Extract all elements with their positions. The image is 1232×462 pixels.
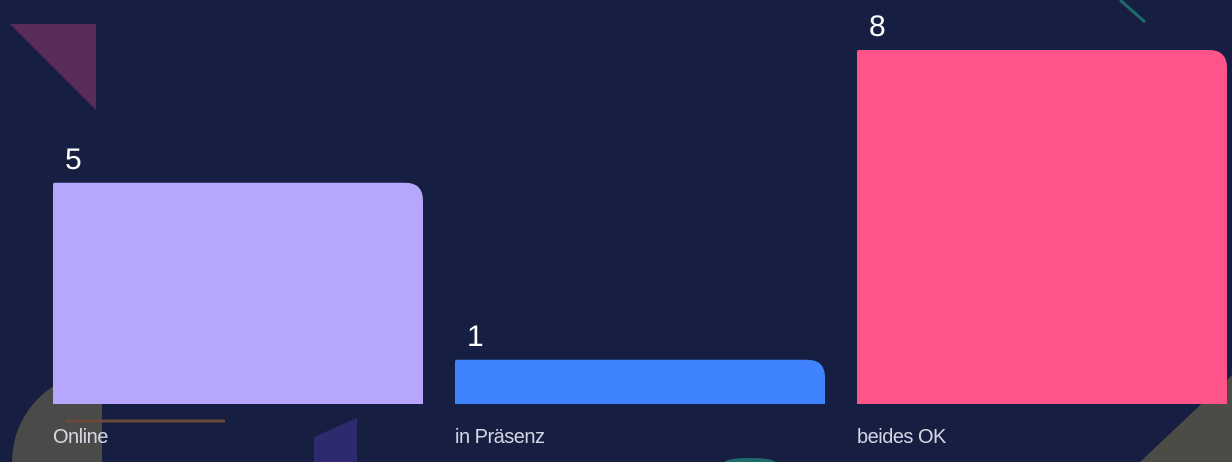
- bar-1: [455, 359, 825, 404]
- bar-value-label: 8: [869, 10, 886, 43]
- bar-0: [53, 182, 423, 404]
- category-label: in Präsenz: [455, 426, 545, 448]
- purple-block-shape: [314, 418, 357, 462]
- corner-triangle-shape: [10, 24, 96, 110]
- category-label: beides OK: [857, 426, 947, 448]
- category-label: Online: [53, 426, 108, 448]
- bar-2: [857, 50, 1227, 404]
- teal-accent-line: [1119, 0, 1146, 24]
- bar-value-label: 1: [467, 320, 484, 353]
- teal-arc-shape: [725, 458, 775, 462]
- bar-value-label: 5: [65, 143, 82, 176]
